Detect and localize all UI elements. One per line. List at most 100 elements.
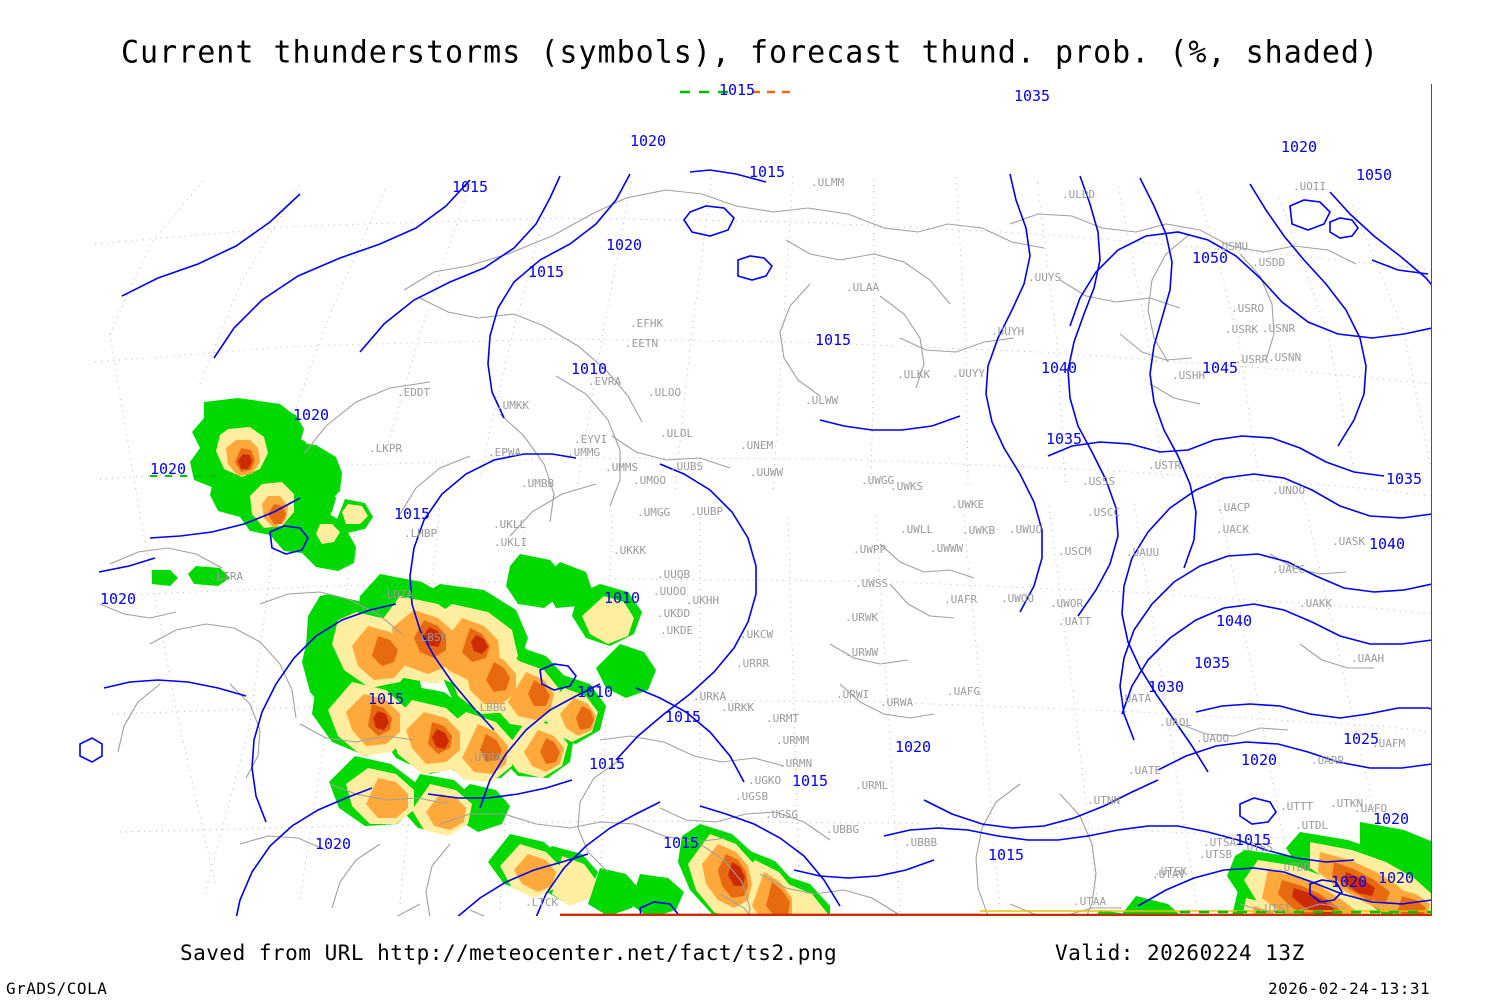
station-id-text: .USTR: [1148, 459, 1181, 472]
station-id-text: .UTTT: [1280, 800, 1313, 813]
station-label: .LTCK: [525, 896, 558, 909]
station-label: .UWKE: [951, 498, 984, 511]
station-label: .UTST: [1258, 902, 1291, 915]
station-id-text: .UMMG: [567, 446, 600, 459]
isobar-value-label: 1010: [604, 589, 640, 607]
station-id-text: .UWOO: [1001, 592, 1034, 605]
isobar-value-label: 1035: [1046, 430, 1082, 448]
isobar-value-label: 1020: [293, 406, 329, 424]
station-id-text: .UTNN: [1087, 794, 1120, 807]
isobar-value-labels-layer: 1015 1035 1020 1020 1015 1050 1015 1020 1050 1015…: [100, 84, 1422, 891]
station-id-text: .LHBP: [404, 527, 437, 540]
station-id-text: .EPWA: [488, 446, 521, 459]
station-label: .UUYS: [1028, 271, 1061, 284]
station-label: .USMU: [1215, 240, 1248, 253]
station-id-text: .UGSB: [735, 790, 768, 803]
isobar-value-label: 1020: [630, 132, 666, 150]
station-label: .USHH: [1172, 369, 1205, 382]
map-canvas[interactable]: .ULMM .ULDD .UOII .USMU .USDD .ULAA .UUYS .EFHK…: [0, 84, 1500, 919]
station-label: .URKA: [693, 690, 726, 703]
station-id-text: .USRO: [1231, 302, 1264, 315]
station-id-text: .UAAH: [1351, 652, 1384, 665]
generation-timestamp: 2026-02-24-13:31: [1268, 979, 1431, 998]
station-id-text: .UNOO: [1272, 484, 1305, 497]
station-label: .URWA: [880, 696, 913, 709]
station-label: .LIRA: [210, 570, 243, 583]
station-label: .UWKS: [890, 480, 923, 493]
station-id-text: .ULDD: [1062, 188, 1095, 201]
station-id-text: .UATA: [1118, 692, 1151, 705]
station-id-text: .URMT: [766, 712, 799, 725]
map-frame-hot-border: [150, 84, 1432, 916]
station-id-text: .EYVI: [574, 433, 607, 446]
page-title: Current thunderstorms (symbols), forecas…: [120, 34, 1380, 71]
station-label: .UBBG: [826, 823, 859, 836]
station-label: .UAFG: [947, 685, 980, 698]
station-label: .UUBP: [690, 505, 723, 518]
station-label: .UUYH: [991, 325, 1024, 338]
station-label: .UWSS: [855, 577, 888, 590]
station-label: .USCC: [1087, 506, 1120, 519]
station-label: .UNOO: [1272, 484, 1305, 497]
station-label: .UTTT: [1280, 800, 1313, 813]
station-label: .UMBB: [521, 477, 554, 490]
station-id-text: .UWPP: [853, 543, 886, 556]
station-label: .EDDT: [397, 386, 430, 399]
station-id-text: .ULOL: [660, 427, 693, 440]
station-label: .URRR: [736, 657, 769, 670]
station-id-text: .URWA: [880, 696, 913, 709]
station-id-text: .UACP: [1217, 501, 1250, 514]
station-label: .ULDD: [1062, 188, 1095, 201]
isobar-value-label: 1015: [792, 772, 828, 790]
station-id-text: .UAKK: [1299, 597, 1332, 610]
station-label: .UACK: [1216, 523, 1249, 536]
isobar-value-label: 1015: [719, 84, 755, 99]
station-id-text: .UMGG: [637, 506, 670, 519]
station-label: .EYVI: [574, 433, 607, 446]
station-label: .USRK: [1225, 323, 1258, 336]
station-id-text: .UKCW: [740, 628, 773, 641]
station-label: .UMMS: [605, 461, 638, 474]
station-label: .UACC: [1272, 563, 1305, 576]
station-id-text: .UAOO: [1196, 732, 1229, 745]
station-id-text: .UTAA: [1073, 895, 1106, 908]
station-id-text: .URWW: [845, 646, 878, 659]
isobar-value-label: 1020: [1373, 810, 1409, 828]
station-id-text: .USCC: [1087, 506, 1120, 519]
station-label: .UTAV: [1152, 868, 1185, 881]
station-id-text: .UAOL: [1159, 716, 1192, 729]
station-id-text: .UWWW: [930, 542, 963, 555]
station-id-text: .UKKK: [613, 544, 646, 557]
station-id-text: .UWOR: [1050, 597, 1083, 610]
station-id-text: .UMOO: [633, 474, 666, 487]
weather-map[interactable]: .ULMM .ULDD .UOII .USMU .USDD .ULAA .UUYS .EFHK…: [0, 84, 1500, 919]
source-url-caption: Saved from URL http://meteocenter.net/fa…: [180, 941, 838, 965]
station-label: .LBBG: [473, 701, 506, 714]
isobar-value-label: 1015: [815, 331, 851, 349]
isobar-value-label: 1015: [1235, 831, 1271, 849]
station-label: .UTNN: [1087, 794, 1120, 807]
station-label: .UWPP: [853, 543, 886, 556]
station-id-text: .UATE: [1128, 764, 1161, 777]
station-id-text: .LKPR: [369, 442, 402, 455]
isobar-value-label: 1035: [1194, 654, 1230, 672]
station-id-text: .LBBG: [473, 701, 506, 714]
station-label: .EVRA: [588, 375, 621, 388]
station-label: .LDZA: [380, 588, 413, 601]
isobar-value-label: 1020: [100, 590, 136, 608]
station-label: .UTBA: [468, 751, 501, 764]
station-id-text: .UUBS: [670, 460, 703, 473]
isobar-value-label: 1020: [895, 738, 931, 756]
isobar-value-label: 1030: [1148, 678, 1184, 696]
isobar-value-label: 1035: [1014, 87, 1050, 105]
station-label: .UTSA: [1203, 836, 1236, 849]
station-label: .UNEM: [740, 439, 773, 452]
station-label: .UKLI: [494, 536, 527, 549]
station-id-text: .UBBB: [904, 836, 937, 849]
station-label: .USNN: [1268, 351, 1301, 364]
station-id-text: .URWK: [845, 611, 878, 624]
station-id-text: .UTKN: [1330, 797, 1363, 810]
station-id-text: .UKDE: [660, 624, 693, 637]
station-id-text: .URKA: [693, 690, 726, 703]
